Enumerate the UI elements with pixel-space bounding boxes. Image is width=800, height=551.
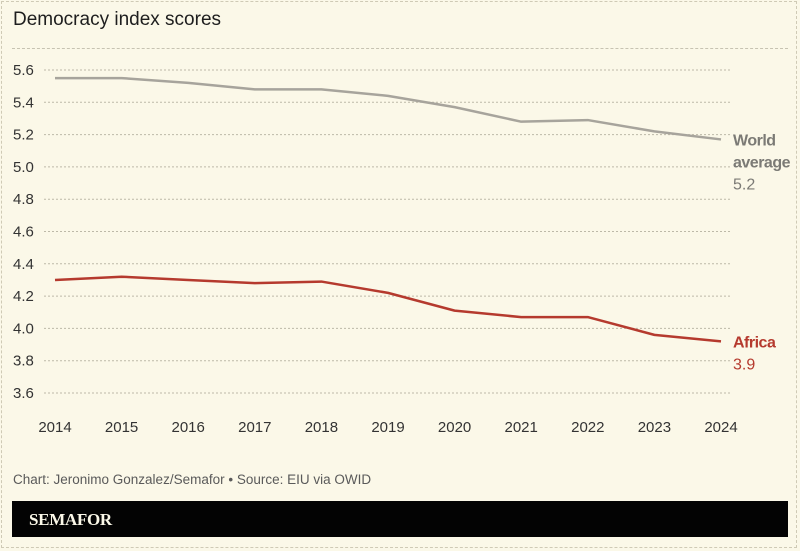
series-line-africa — [54, 275, 722, 343]
y-tick-label: 3.8 — [13, 353, 34, 370]
x-tick-label: 2014 — [38, 419, 71, 436]
x-tick-label: 2022 — [571, 419, 604, 436]
semafor-logo: SEMAFOR — [29, 510, 112, 529]
y-tick-label: 5.4 — [13, 94, 34, 111]
x-tick-label: 2023 — [638, 419, 671, 436]
x-tick-label: 2021 — [505, 419, 538, 436]
y-tick-label: 4.8 — [13, 191, 34, 208]
series-label: Africa — [733, 334, 776, 351]
y-tick-label: 5.2 — [13, 127, 34, 144]
x-tick-label: 2024 — [704, 419, 737, 436]
series-end-value: 3.9 — [733, 356, 755, 373]
x-tick-label: 2015 — [105, 419, 138, 436]
x-tick-label: 2018 — [305, 419, 338, 436]
y-tick-label: 5.0 — [13, 159, 34, 176]
y-tick-label: 5.6 — [13, 62, 34, 79]
chart-title: Democracy index scores — [13, 9, 222, 30]
series-label: average — [733, 154, 791, 171]
x-tick-label: 2019 — [371, 419, 404, 436]
x-tick-label: 2017 — [238, 419, 271, 436]
x-tick-label: 2016 — [172, 419, 205, 436]
y-tick-label: 4.6 — [13, 224, 34, 241]
brand-bar: SEMAFOR — [12, 501, 788, 537]
y-tick-label: 4.2 — [13, 288, 34, 305]
series-end-value: 5.2 — [733, 176, 755, 193]
x-tick-label: 2020 — [438, 419, 471, 436]
title-divider — [12, 48, 788, 49]
series-label: World — [733, 132, 776, 149]
y-tick-label: 3.6 — [13, 385, 34, 402]
y-tick-label: 4.4 — [13, 256, 34, 273]
series-line-world-average — [55, 76, 722, 141]
chart-credit: Chart: Jeronimo Gonzalez/Semafor • Sourc… — [13, 472, 372, 487]
y-tick-label: 4.0 — [13, 320, 34, 337]
